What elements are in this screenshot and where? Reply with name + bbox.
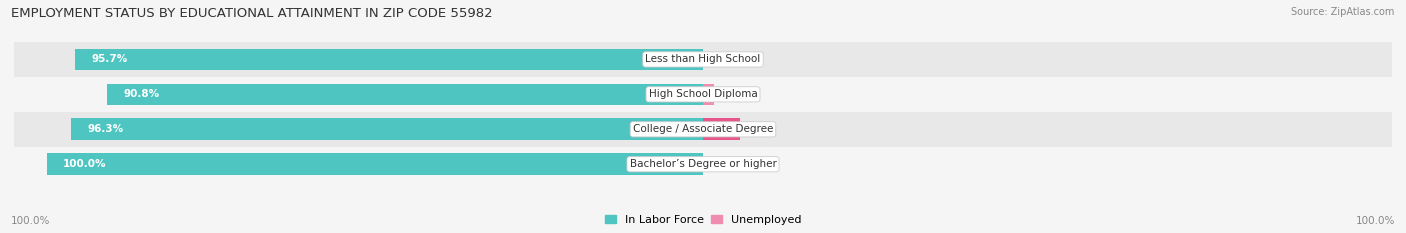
Text: EMPLOYMENT STATUS BY EDUCATIONAL ATTAINMENT IN ZIP CODE 55982: EMPLOYMENT STATUS BY EDUCATIONAL ATTAINM… — [11, 7, 494, 20]
Text: 100.0%: 100.0% — [1355, 216, 1395, 226]
Bar — [703, 118, 741, 140]
Text: 95.7%: 95.7% — [91, 55, 128, 64]
Text: College / Associate Degree: College / Associate Degree — [633, 124, 773, 134]
Text: 0.0%: 0.0% — [713, 159, 740, 169]
Text: 1.7%: 1.7% — [724, 89, 751, 99]
Text: 5.7%: 5.7% — [751, 124, 776, 134]
Text: Source: ZipAtlas.com: Source: ZipAtlas.com — [1291, 7, 1395, 17]
Text: Bachelor’s Degree or higher: Bachelor’s Degree or higher — [630, 159, 776, 169]
Bar — [14, 112, 1392, 147]
Text: 90.8%: 90.8% — [124, 89, 160, 99]
Bar — [14, 42, 1392, 77]
Text: 100.0%: 100.0% — [63, 159, 107, 169]
Text: 0.0%: 0.0% — [713, 55, 740, 64]
Bar — [14, 77, 1392, 112]
Bar — [107, 84, 703, 105]
Text: 100.0%: 100.0% — [11, 216, 51, 226]
Bar — [703, 84, 714, 105]
Bar — [72, 118, 703, 140]
Bar — [14, 147, 1392, 182]
Text: Less than High School: Less than High School — [645, 55, 761, 64]
Text: High School Diploma: High School Diploma — [648, 89, 758, 99]
Bar — [75, 49, 703, 70]
Bar — [46, 154, 703, 175]
Legend: In Labor Force, Unemployed: In Labor Force, Unemployed — [600, 210, 806, 229]
Text: 96.3%: 96.3% — [87, 124, 124, 134]
